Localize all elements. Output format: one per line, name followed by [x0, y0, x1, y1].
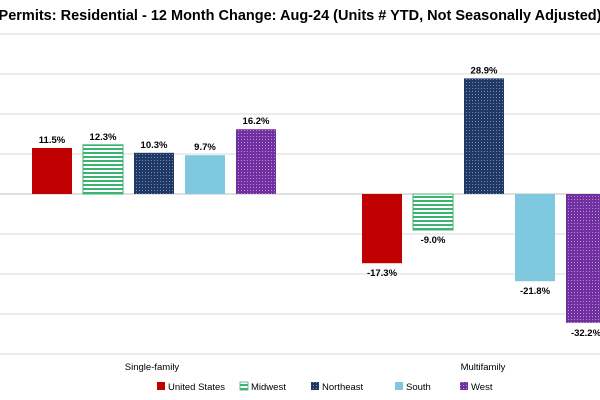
- legend-label-midwest: Midwest: [251, 382, 286, 393]
- data-label-multifamily-northeast: 28.9%: [471, 65, 498, 76]
- legend-item-northeast: Northeast: [311, 382, 364, 393]
- category-label-layer: Single-family Multifamily: [125, 362, 506, 373]
- data-label-single-family-midwest: 12.3%: [90, 132, 117, 143]
- legend-swatch-northeast: [311, 382, 319, 390]
- data-label-single-family-west: 16.2%: [243, 116, 270, 127]
- data-label-multifamily-south: -21.8%: [520, 286, 551, 297]
- category-label-single-family: Single-family: [125, 362, 180, 373]
- legend-item-midwest: Midwest: [239, 381, 286, 393]
- bar-multifamily-south: [515, 194, 555, 282]
- bar-multifamily-northeast: [464, 78, 504, 194]
- bar-multifamily-united-states: [362, 194, 402, 264]
- data-label-single-family-south: 9.7%: [194, 142, 216, 153]
- legend-item-south: South: [395, 382, 431, 393]
- legend-swatch-south: [395, 382, 403, 390]
- bar-multifamily-midwest: [412, 193, 454, 231]
- bar-layer: [32, 78, 600, 323]
- legend-item-united-states: United States: [157, 382, 225, 393]
- legend-label-united-states: United States: [168, 382, 225, 393]
- chart-title: Permits: Residential - 12 Month Change: …: [0, 8, 600, 24]
- legend-item-west: West: [460, 382, 493, 393]
- bar-single-family-west: [236, 129, 276, 194]
- legend-swatch-midwest: [239, 381, 249, 391]
- bar-single-family-northeast: [134, 152, 174, 194]
- data-label-single-family-northeast: 10.3%: [141, 140, 168, 151]
- data-label-multifamily-west: -32.2%: [571, 328, 600, 339]
- bar-single-family-united-states: [32, 148, 72, 194]
- data-label-layer: 11.5% 12.3% 10.3% 9.7% 16.2% -17.3% -9.0% 28.9%…: [39, 65, 600, 338]
- bar-multifamily-west: [566, 194, 600, 323]
- data-label-multifamily-midwest: -9.0%: [421, 235, 446, 246]
- legend-label-south: South: [406, 382, 431, 393]
- legend-swatch-united-states: [157, 382, 165, 390]
- bar-single-family-south: [185, 155, 225, 194]
- data-label-single-family-united-states: 11.5%: [39, 135, 66, 146]
- bar-single-family-midwest: [82, 144, 124, 195]
- legend: United States Midwest Northeast South West: [157, 381, 493, 393]
- legend-label-west: West: [471, 382, 493, 393]
- legend-swatch-west: [460, 382, 468, 390]
- legend-label-northeast: Northeast: [322, 382, 364, 393]
- data-label-multifamily-united-states: -17.3%: [367, 268, 398, 279]
- category-label-multifamily: Multifamily: [461, 362, 506, 373]
